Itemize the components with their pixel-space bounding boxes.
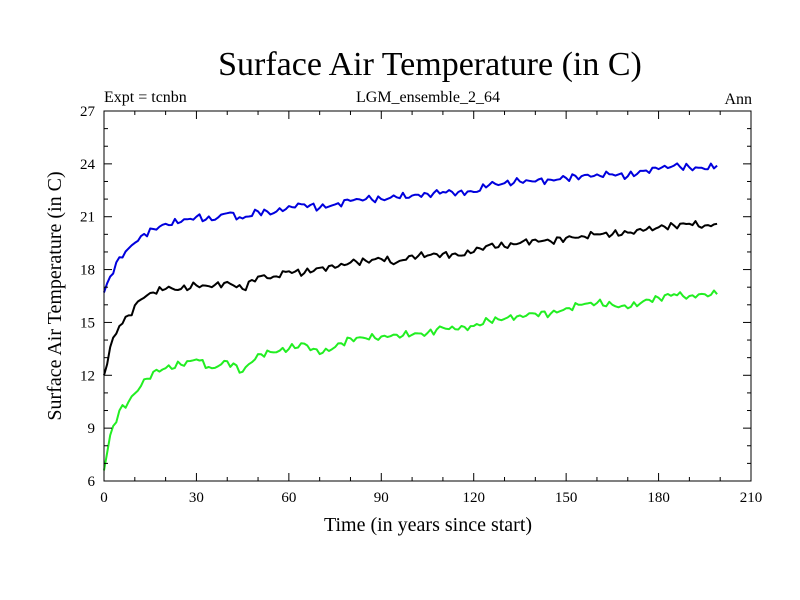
plot-frame [103, 110, 752, 482]
x-tick-label: 0 [100, 490, 108, 506]
x-tick-label: 180 [647, 490, 670, 506]
x-tick-label: 90 [374, 490, 389, 506]
x-tick-label: 30 [189, 490, 204, 506]
series-layer [103, 162, 718, 471]
x-axis-label: Time (in years since start) [324, 514, 532, 536]
y-tick-label: 6 [88, 474, 96, 490]
series-line-upper [103, 162, 718, 293]
y-tick-label: 27 [80, 104, 96, 120]
y-axis-label: Surface Air Temperature (in C) [44, 171, 66, 420]
x-tick-label: 60 [281, 490, 296, 506]
series-line-middle [103, 220, 718, 376]
ensemble-label: LGM_ensemble_2_64 [356, 89, 500, 106]
axis-ticks: 0 30 60 90 120 150 180 210 6 9 12 15 18 21 24 27 [80, 104, 762, 506]
x-tick-label: 210 [740, 490, 763, 506]
period-label: Ann [724, 91, 752, 108]
y-tick-label: 9 [88, 421, 96, 437]
series-line-lower [103, 289, 718, 471]
chart-title: Surface Air Temperature (in C) [218, 46, 642, 83]
y-tick-label: 15 [80, 315, 95, 331]
experiment-label: Expt = tcnbn [104, 89, 187, 106]
x-tick-label: 150 [555, 490, 578, 506]
y-tick-label: 24 [80, 157, 96, 173]
x-tick-label: 120 [462, 490, 485, 506]
y-tick-label: 12 [80, 368, 95, 384]
y-tick-label: 18 [80, 263, 95, 279]
y-tick-label: 21 [80, 210, 95, 226]
